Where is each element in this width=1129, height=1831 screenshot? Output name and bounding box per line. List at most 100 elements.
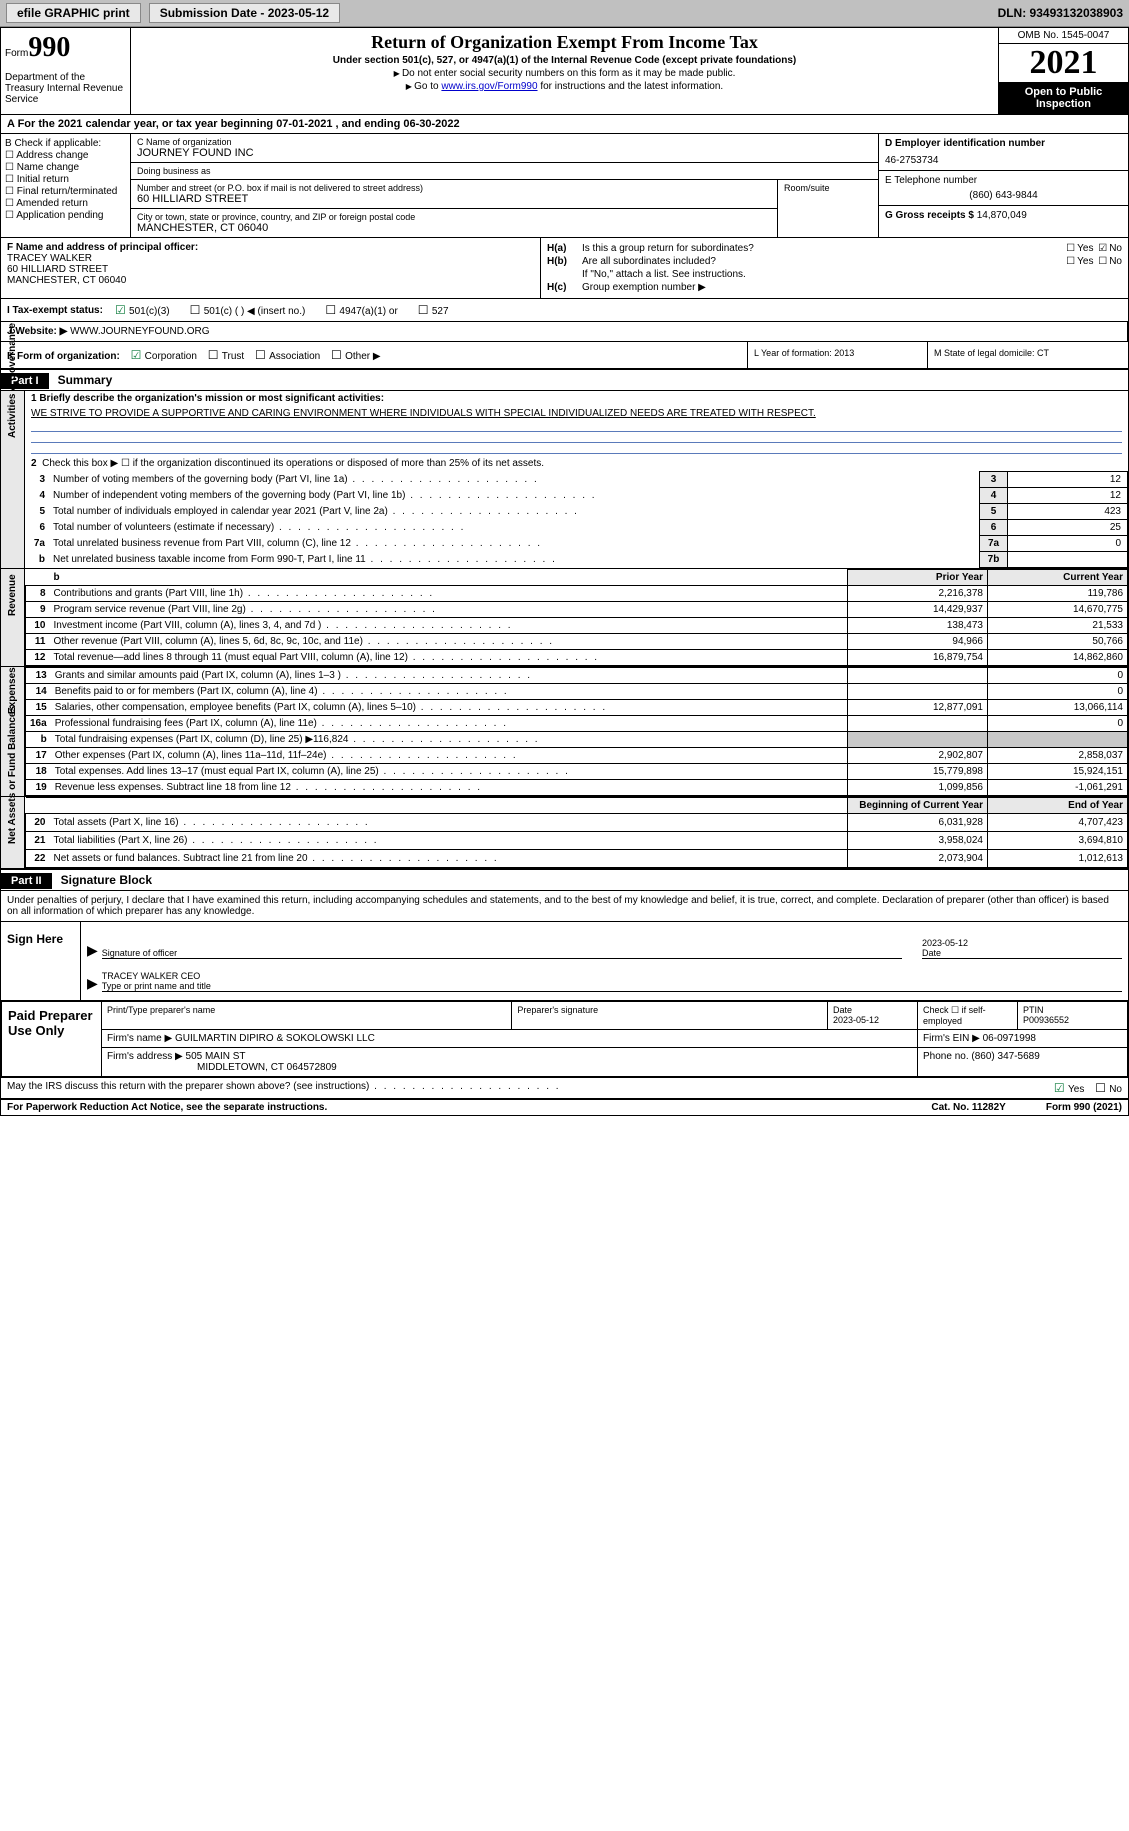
- sig-arrow-icon-2: ▶: [87, 975, 98, 992]
- sig-arrow-icon: ▶: [87, 942, 98, 959]
- part1-header: Part I Summary: [1, 370, 1128, 391]
- tax-status-row: I Tax-exempt status: 501(c)(3) 501(c) ( …: [1, 299, 1128, 322]
- chk-corporation[interactable]: Corporation: [131, 351, 197, 362]
- table-row: 17Other expenses (Part IX, column (A), l…: [26, 748, 1128, 764]
- prior-year-hdr: Prior Year: [848, 570, 988, 586]
- gross-label: G Gross receipts $: [885, 210, 974, 221]
- firm-phone: (860) 347-5689: [971, 1051, 1039, 1062]
- omb-year-cell: OMB No. 1545-0047 2021 Open to Public In…: [998, 28, 1128, 114]
- table-row: 5Total number of individuals employed in…: [25, 504, 1128, 520]
- table-row: 11Other revenue (Part VIII, column (A), …: [26, 634, 1128, 650]
- side-netassets: Net Assets or Fund Balances: [1, 797, 25, 868]
- table-row: 7aTotal unrelated business revenue from …: [25, 536, 1128, 552]
- firm-addr: 505 MAIN ST: [186, 1051, 246, 1062]
- revenue-table: bPrior YearCurrent Year 8Contributions a…: [25, 569, 1128, 666]
- sig-date-label: Date: [922, 948, 941, 958]
- table-row: 22Net assets or fund balances. Subtract …: [26, 850, 1128, 868]
- ha-no[interactable]: [1096, 243, 1109, 254]
- chk-trust[interactable]: Trust: [208, 351, 245, 362]
- table-row: 15Salaries, other compensation, employee…: [26, 700, 1128, 716]
- tax-period-row: A For the 2021 calendar year, or tax yea…: [1, 115, 1128, 134]
- chk-4947[interactable]: 4947(a)(1) or: [325, 303, 397, 317]
- table-row: 20Total assets (Part X, line 16)6,031,92…: [26, 814, 1128, 832]
- discuss-no[interactable]: No: [1095, 1084, 1122, 1095]
- firm-ein-label: Firm's EIN ▶: [923, 1033, 980, 1044]
- dba-label: Doing business as: [137, 166, 872, 176]
- governance-section: Activities & Governance 1 Briefly descri…: [1, 391, 1128, 568]
- table-row: 14Benefits paid to or for members (Part …: [26, 684, 1128, 700]
- part2-title: Signature Block: [55, 870, 158, 890]
- submission-date-button[interactable]: Submission Date - 2023-05-12: [149, 3, 340, 23]
- table-row: bTotal fundraising expenses (Part IX, co…: [26, 732, 1128, 748]
- chk-association[interactable]: Association: [255, 351, 320, 362]
- ha-yes[interactable]: [1064, 243, 1077, 254]
- hb-no[interactable]: [1096, 256, 1109, 267]
- paid-preparer-label: Paid Preparer Use Only: [2, 1002, 102, 1077]
- table-row: 19Revenue less expenses. Subtract line 1…: [26, 780, 1128, 796]
- preparer-table: Paid Preparer Use Only Print/Type prepar…: [1, 1001, 1128, 1077]
- org-name-label: C Name of organization: [137, 137, 872, 147]
- table-row: 13Grants and similar amounts paid (Part …: [26, 668, 1128, 684]
- chk-amended[interactable]: Amended return: [5, 198, 126, 209]
- sig-date-value: 2023-05-12: [922, 938, 968, 948]
- ein-value: 46-2753734: [885, 155, 1122, 166]
- chk-address-change[interactable]: Address change: [5, 150, 126, 161]
- ein-label: D Employer identification number: [885, 138, 1122, 149]
- officer-addr1: 60 HILLIARD STREET: [7, 264, 534, 275]
- netassets-table: Beginning of Current YearEnd of Year 20T…: [25, 797, 1128, 868]
- preparer-sig-label: Preparer's signature: [517, 1005, 822, 1015]
- chk-501c[interactable]: 501(c) ( ) ◀ (insert no.): [190, 303, 306, 317]
- chk-501c3[interactable]: 501(c)(3): [115, 303, 170, 317]
- form-header: Form990 Department of the Treasury Inter…: [1, 28, 1128, 115]
- hc-text: Group exemption number ▶: [582, 282, 706, 293]
- top-bar: efile GRAPHIC print Submission Date - 20…: [0, 0, 1129, 27]
- table-row: 12Total revenue—add lines 8 through 11 (…: [26, 650, 1128, 666]
- firm-phone-label: Phone no.: [923, 1051, 969, 1062]
- chk-initial-return[interactable]: Initial return: [5, 174, 126, 185]
- discuss-yes[interactable]: Yes: [1054, 1084, 1084, 1095]
- form-id-cell: Form990 Department of the Treasury Inter…: [1, 28, 131, 114]
- self-employed-check[interactable]: Check ☐ if self-employed: [918, 1002, 1018, 1030]
- dln-label: DLN: 93493132038903: [998, 6, 1123, 20]
- room-suite-label: Room/suite: [778, 180, 878, 237]
- omb-number: OMB No. 1545-0047: [999, 28, 1128, 44]
- irs-link[interactable]: www.irs.gov/Form990: [441, 81, 537, 92]
- firm-addr-label: Firm's address ▶: [107, 1051, 183, 1062]
- chk-527[interactable]: 527: [418, 303, 449, 317]
- chk-name-change[interactable]: Name change: [5, 162, 126, 173]
- status-label: I Tax-exempt status:: [7, 305, 103, 316]
- chk-other[interactable]: Other ▶: [331, 351, 381, 362]
- beg-year-hdr: Beginning of Current Year: [848, 798, 988, 814]
- public-inspection: Open to Public Inspection: [999, 82, 1128, 114]
- cat-no: Cat. No. 11282Y: [931, 1102, 1005, 1113]
- chk-app-pending[interactable]: Application pending: [5, 210, 126, 221]
- officer-block: F Name and address of principal officer:…: [1, 238, 1128, 299]
- state-domicile: M State of legal domicile: CT: [928, 342, 1128, 368]
- entity-name-address: C Name of organization JOURNEY FOUND INC…: [131, 134, 878, 237]
- form-prefix: Form: [5, 48, 28, 59]
- table-row: 3Number of voting members of the governi…: [25, 472, 1128, 488]
- instruction-link: Go to www.irs.gov/Form990 for instructio…: [135, 81, 994, 92]
- entity-right-col: D Employer identification number 46-2753…: [878, 134, 1128, 237]
- hb-yes[interactable]: [1064, 256, 1077, 267]
- governance-table: 3Number of voting members of the governi…: [25, 471, 1128, 568]
- tax-year: 2021: [999, 44, 1128, 82]
- ha-text: Is this a group return for subordinates?: [582, 243, 754, 254]
- table-row: bNet unrelated business taxable income f…: [25, 552, 1128, 568]
- table-row: 16aProfessional fundraising fees (Part I…: [26, 716, 1128, 732]
- line2-text: 2 Check this box ▶ ☐ if the organization…: [25, 456, 1128, 471]
- chk-final-return[interactable]: Final return/terminated: [5, 186, 126, 197]
- form-title: Return of Organization Exempt From Incom…: [135, 32, 994, 53]
- firm-name-label: Firm's name ▶: [107, 1033, 172, 1044]
- part2-badge: Part II: [1, 873, 52, 889]
- officer-signature-field[interactable]: Signature of officer: [102, 938, 902, 959]
- end-year-hdr: End of Year: [988, 798, 1128, 814]
- firm-city: MIDDLETOWN, CT 064572809: [197, 1062, 337, 1073]
- entity-block: B Check if applicable: Address change Na…: [1, 134, 1128, 238]
- website-value: WWW.JOURNEYFOUND.ORG: [70, 326, 209, 337]
- gross-value: 14,870,049: [977, 210, 1027, 221]
- efile-print-button[interactable]: efile GRAPHIC print: [6, 3, 141, 23]
- website-row: J Website: ▶ WWW.JOURNEYFOUND.ORG: [1, 322, 1128, 342]
- hb-note: If "No," attach a list. See instructions…: [582, 269, 746, 280]
- firm-name: GUILMARTIN DIPIRO & SOKOLOWSKI LLC: [175, 1033, 375, 1044]
